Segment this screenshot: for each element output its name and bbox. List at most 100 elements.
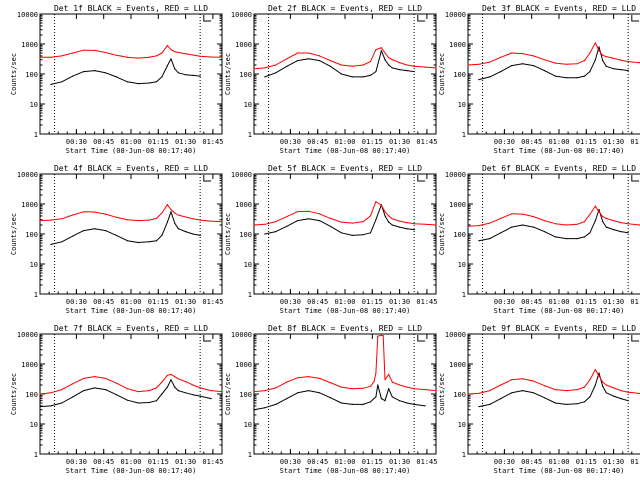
lld-data-point	[413, 65, 415, 67]
x-axis-label: Start Time (08-Jun-08 00:17:40)	[280, 307, 411, 315]
lld-data-point	[94, 211, 96, 213]
detector-panel-5: Det 5f BLACK = Events, RED = LLD10000100…	[224, 164, 437, 315]
lld-data-point	[435, 67, 437, 69]
plot-frame	[39, 333, 223, 455]
lld-data-point	[589, 213, 591, 215]
x-axis-label: Start Time (08-Jun-08 00:17:40)	[494, 467, 625, 475]
lld-data-point	[375, 201, 377, 203]
lld-data-point	[532, 55, 535, 57]
x-tick-label: 01:30	[603, 458, 624, 466]
y-tick-label: 10	[458, 101, 466, 109]
lld-data-point	[554, 389, 557, 391]
y-tick-label: 10000	[17, 171, 38, 179]
events-data-point	[620, 69, 622, 71]
lld-data-point	[467, 225, 469, 227]
lld-data-point	[543, 59, 546, 61]
lld-data-point	[467, 64, 469, 66]
y-tick-label: 1	[248, 451, 252, 459]
events-data-point	[174, 386, 176, 388]
x-tick-label: 01:30	[389, 298, 410, 306]
lld-data-point	[192, 218, 194, 220]
lld-data-point	[50, 392, 52, 394]
events-data-point	[126, 399, 128, 401]
events-data-point	[161, 234, 163, 236]
lld-data-point	[543, 220, 546, 222]
corner-marker	[631, 15, 640, 22]
lld-data-point	[565, 224, 567, 226]
events-data-point	[362, 76, 364, 78]
corner-marker	[417, 335, 426, 342]
lld-data-point	[613, 220, 615, 222]
y-tick-label: 10	[244, 101, 252, 109]
lld-data-point	[638, 392, 640, 394]
lld-data-point	[221, 56, 223, 58]
events-data-point	[388, 221, 390, 223]
lld-data-point	[155, 387, 158, 389]
events-data-point	[576, 403, 578, 405]
lld-data-point	[627, 61, 629, 63]
events-data-point	[177, 228, 179, 230]
x-tick-label: 01:30	[175, 298, 196, 306]
y-axis-label: Counts/sec	[224, 213, 232, 255]
events-data-point	[500, 398, 502, 400]
events-data-point	[554, 402, 557, 404]
events-data-point	[72, 235, 74, 237]
y-tick-label: 1	[248, 131, 252, 139]
lld-data-point	[148, 219, 150, 221]
events-data-point	[50, 83, 52, 85]
lld-data-point	[115, 216, 117, 218]
lld-data-point	[605, 217, 607, 219]
events-data-point	[627, 232, 629, 234]
lld-data-point	[170, 209, 172, 211]
x-tick-label: 00:45	[521, 138, 542, 146]
events-data-point	[594, 384, 597, 386]
corner-marker	[417, 175, 426, 182]
events-data-point	[94, 70, 96, 72]
corner-marker	[631, 335, 640, 342]
events-data-point	[177, 72, 179, 74]
lld-data-point	[161, 212, 163, 214]
y-tick-label: 10	[30, 101, 38, 109]
lld-data-point	[638, 62, 640, 64]
lld-data-point	[318, 55, 321, 57]
lld-data-point	[340, 64, 342, 66]
events-data-point	[399, 69, 401, 71]
events-data-point	[602, 385, 604, 387]
events-data-point	[148, 241, 150, 243]
lld-data-point	[275, 387, 277, 389]
lld-data-point	[380, 47, 382, 49]
events-data-point	[384, 400, 386, 402]
lld-data-point	[489, 61, 491, 63]
events-data-point	[375, 219, 377, 221]
lld-data-point	[602, 381, 604, 383]
lld-data-point	[199, 387, 201, 389]
events-data-point	[613, 395, 615, 397]
events-data-point	[489, 238, 491, 240]
y-tick-label: 10	[458, 421, 466, 429]
x-tick-label: 01:00	[334, 298, 355, 306]
events-data-point	[375, 71, 377, 73]
lld-data-point	[478, 225, 480, 227]
corner-marker	[417, 15, 426, 22]
lld-data-point	[308, 52, 310, 54]
lld-data-point	[221, 221, 223, 223]
lld-data-point	[362, 221, 364, 223]
lld-data-point	[565, 390, 567, 392]
y-tick-label: 1000	[449, 41, 466, 49]
panel-title: Det 4f BLACK = Events, RED = LLD	[54, 164, 208, 173]
panel-title: Det 8f BLACK = Events, RED = LLD	[268, 324, 422, 333]
lld-data-point	[61, 55, 63, 57]
lld-series-line	[253, 334, 437, 393]
panel-title: Det 1f BLACK = Events, RED = LLD	[54, 4, 208, 13]
y-tick-label: 10	[30, 261, 38, 269]
events-data-point	[399, 226, 401, 228]
panel-title: Det 2f BLACK = Events, RED = LLD	[268, 4, 422, 13]
events-data-point	[72, 396, 74, 398]
lld-data-point	[351, 388, 353, 390]
events-data-point	[605, 65, 607, 67]
lld-data-point	[286, 381, 288, 383]
lld-data-point	[253, 391, 255, 393]
events-data-point	[192, 394, 194, 396]
lld-data-point	[148, 56, 150, 58]
events-data-point	[413, 403, 415, 405]
